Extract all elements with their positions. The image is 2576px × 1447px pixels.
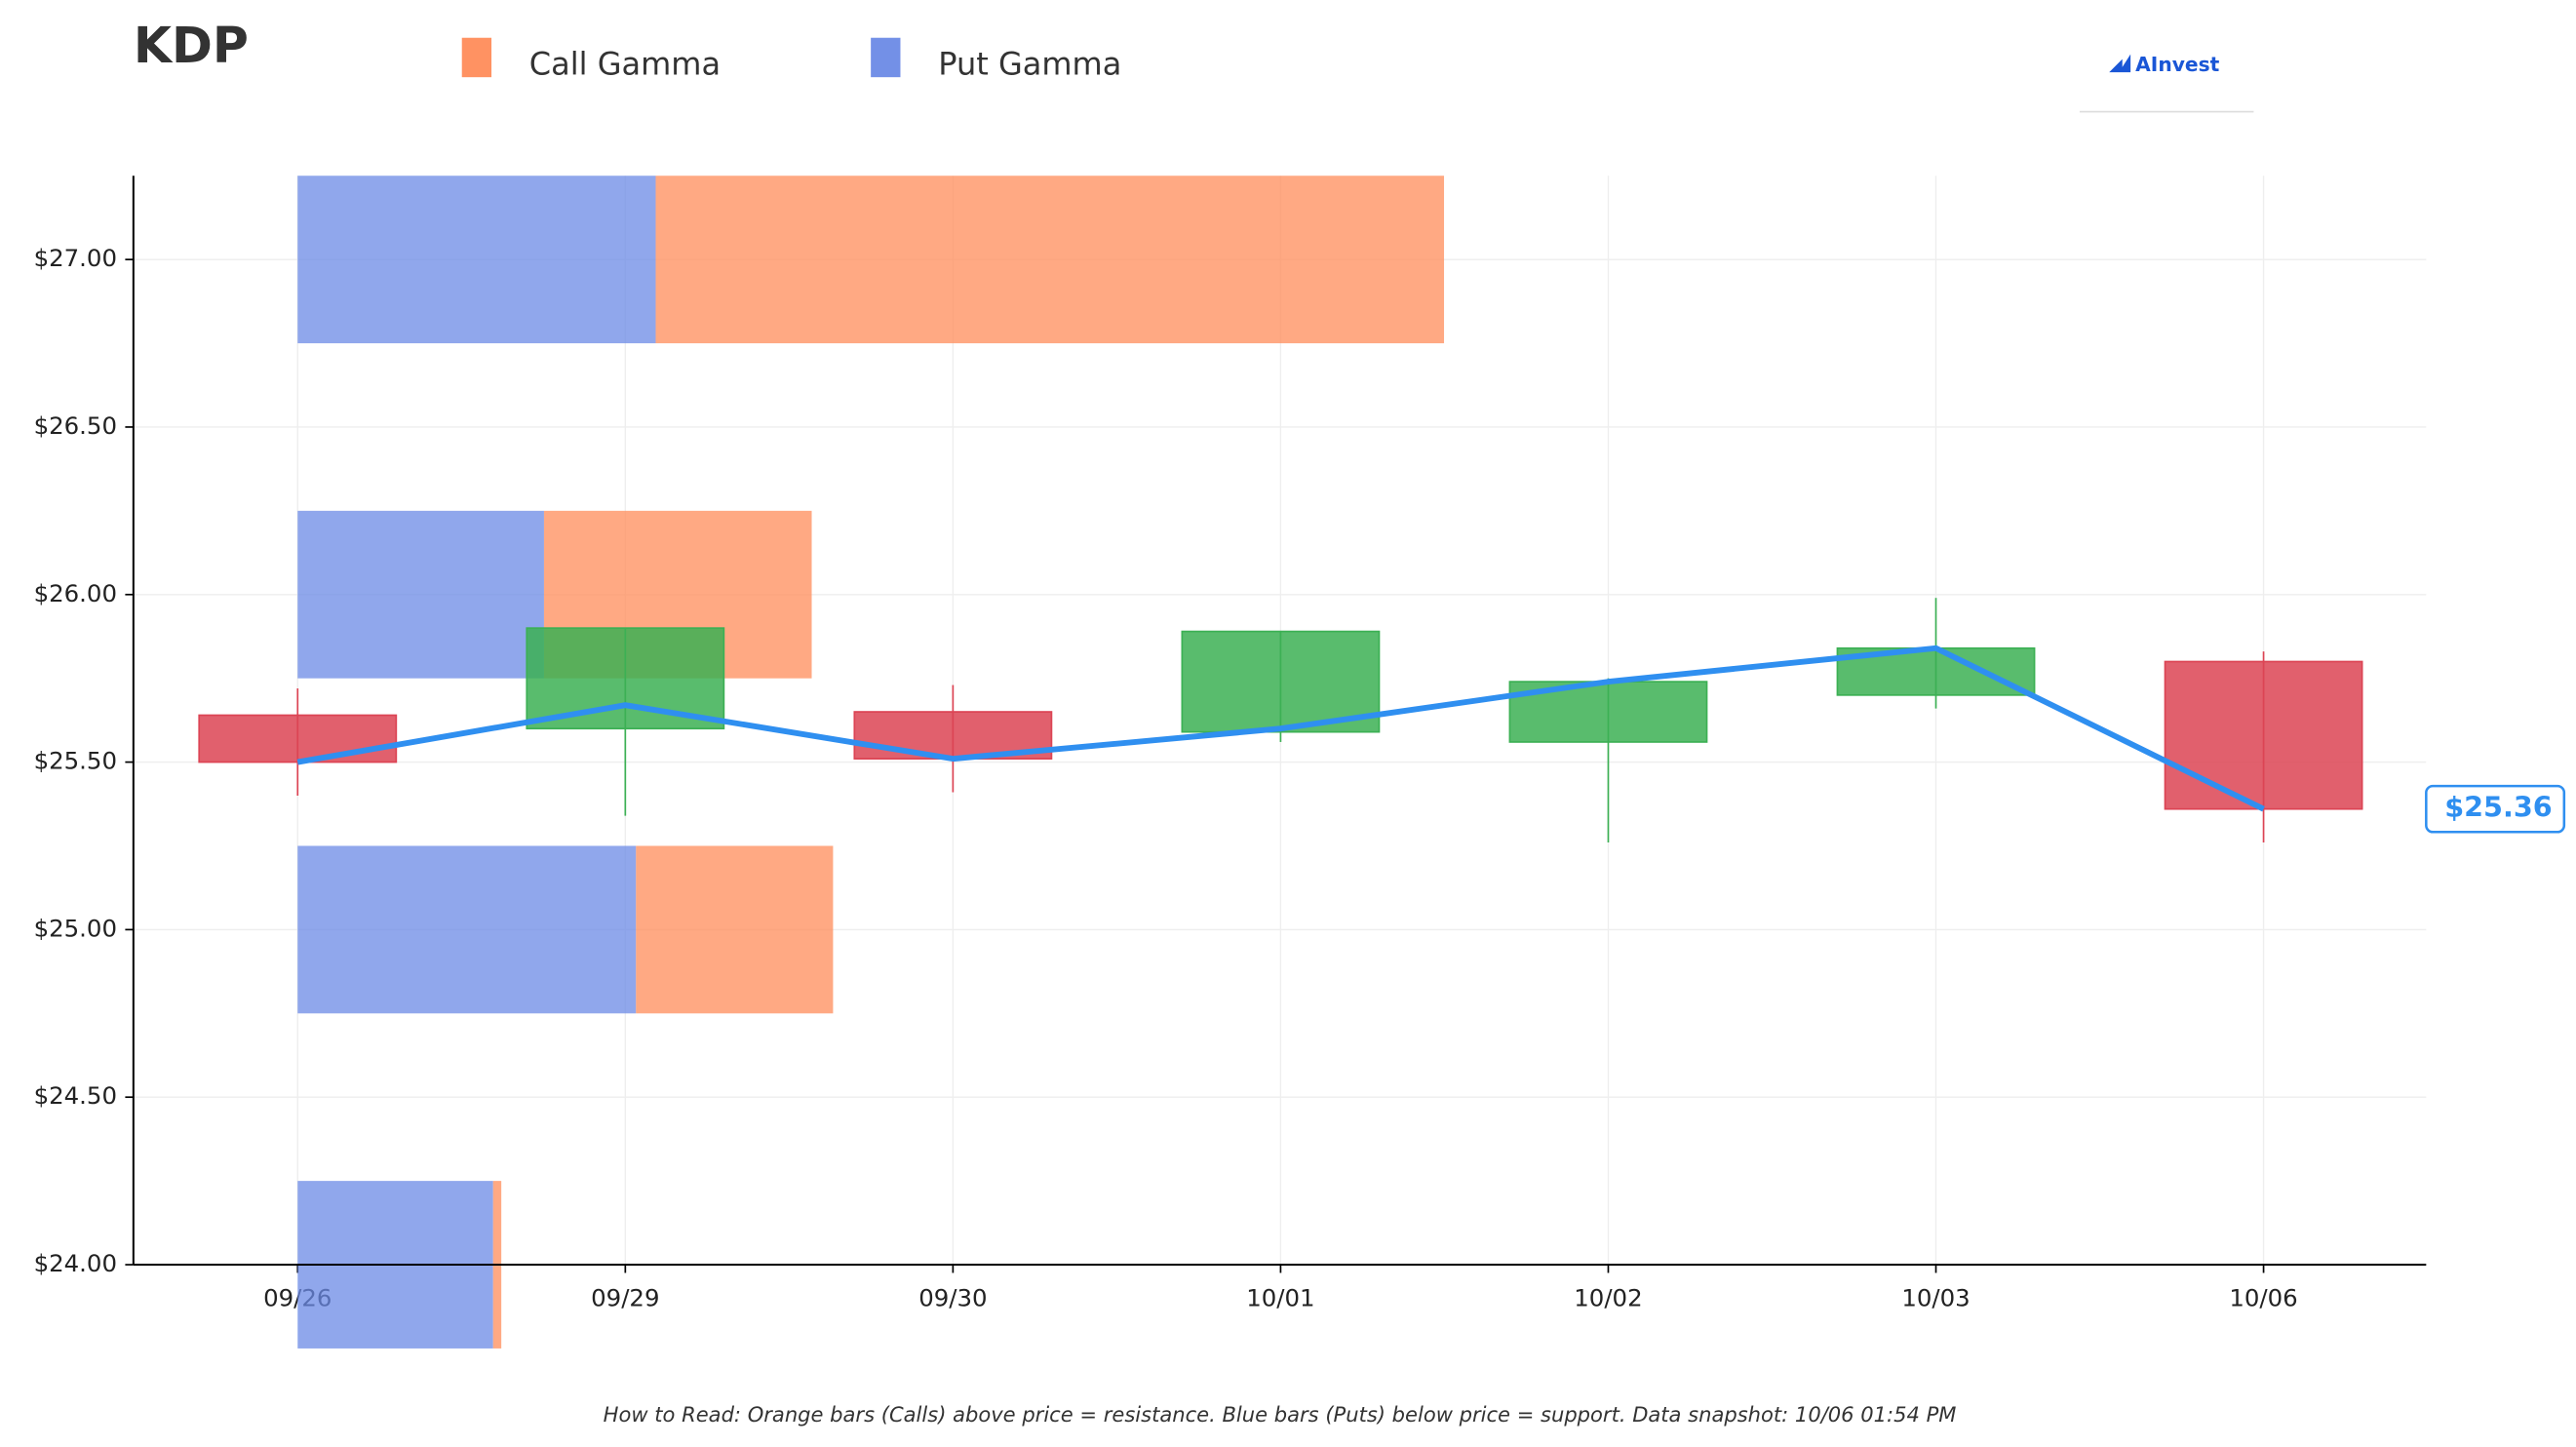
x-tick-label: 10/01 [1246, 1283, 1314, 1311]
gamma-bar [297, 510, 544, 679]
gamma-bar [297, 845, 637, 1014]
y-tick-label: $26.00 [34, 579, 117, 607]
legend-label: Put Gamma [938, 45, 1121, 82]
y-tick-label: $27.00 [34, 244, 117, 272]
price-line [296, 645, 2265, 812]
x-tick-label: 10/03 [1901, 1283, 1970, 1311]
x-tick-label: 10/02 [1574, 1283, 1642, 1311]
x-tick-label: 10/06 [2229, 1283, 2297, 1311]
last-price-box [2425, 784, 2566, 834]
logo-icon [2109, 54, 2131, 73]
gamma-bar [297, 176, 656, 344]
gamma-bar [655, 176, 1445, 344]
y-tick-label: $24.50 [34, 1081, 117, 1110]
footnote: How to Read: Orange bars (Calls) above p… [604, 1402, 1957, 1427]
legend-swatch [871, 37, 901, 78]
legend-label: Call Gamma [529, 45, 721, 82]
y-tick-label: $25.00 [34, 914, 117, 942]
logo: AInvest [2079, 53, 2254, 113]
logo-text: AInvest [2135, 53, 2219, 76]
x-tick-label: 09/29 [591, 1283, 659, 1311]
y-tick-label: $25.50 [34, 747, 117, 775]
chart-title: KDP [134, 17, 249, 74]
x-tick-label: 09/30 [918, 1283, 987, 1311]
y-tick-label: $26.50 [34, 411, 117, 440]
legend-swatch [461, 37, 492, 78]
last-price-label: $25.36 [2444, 791, 2552, 824]
y-tick-label: $24.00 [34, 1249, 117, 1277]
gamma-bar [636, 845, 834, 1014]
